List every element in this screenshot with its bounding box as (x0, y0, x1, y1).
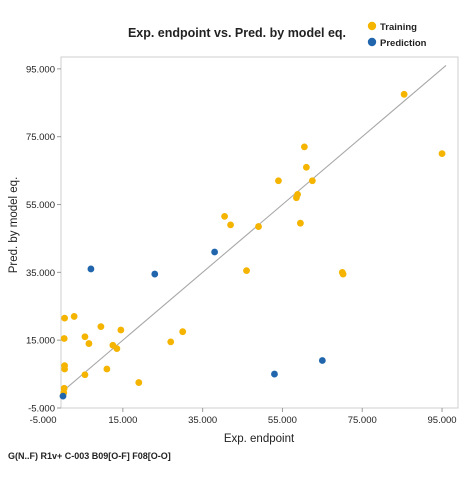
x-axis-label: Exp. endpoint (224, 433, 295, 445)
training-point (275, 177, 282, 185)
training-point (81, 371, 89, 379)
training-point (255, 223, 262, 230)
y-tick-label: 55.000 (26, 200, 55, 211)
legend-swatch-training (367, 21, 377, 31)
data-points (59, 90, 446, 400)
training-point (339, 270, 347, 278)
model-descriptor-caption: G(N..F) R1v+ C-003 B09[O-F] F08[O-O] (8, 451, 171, 461)
training-point (296, 219, 304, 227)
training-point (300, 143, 308, 151)
training-point (60, 384, 68, 392)
training-point (61, 314, 68, 322)
plot-area-frame (60, 56, 459, 409)
training-point (243, 267, 250, 275)
y-tick-label: 15.000 (26, 336, 55, 347)
x-tick-label: -5.000 (30, 415, 57, 426)
prediction-point (87, 265, 95, 273)
x-tick-label: 95.000 (428, 415, 457, 426)
legend-label-prediction: Prediction (380, 38, 427, 49)
chart-title: Exp. endpoint vs. Pred. by model eq. (128, 26, 346, 40)
training-point (81, 333, 89, 341)
x-tick-label: 75.000 (348, 415, 377, 426)
training-point (117, 326, 125, 334)
training-point (97, 323, 105, 331)
training-point (61, 362, 68, 370)
legend: Training Prediction (367, 21, 427, 49)
training-point (85, 340, 93, 347)
training-point (294, 190, 302, 198)
y-axis-label: Pred. by model eq. (8, 177, 20, 274)
training-point (179, 328, 187, 336)
training-point (113, 345, 121, 353)
legend-label-training: Training (380, 22, 417, 33)
training-point (302, 163, 310, 171)
prediction-point (59, 392, 67, 400)
training-point (135, 379, 143, 386)
training-point (60, 335, 68, 342)
prediction-point (271, 370, 278, 378)
prediction-point (318, 357, 326, 364)
training-point (308, 177, 316, 185)
x-tick-label: 15.000 (108, 415, 137, 426)
training-point (70, 313, 78, 320)
prediction-point (151, 270, 159, 278)
y-tick-label: -5.000 (28, 404, 55, 415)
training-point (103, 365, 111, 373)
x-tick-label: 55.000 (268, 415, 297, 426)
training-point (221, 212, 228, 220)
legend-swatch-prediction (367, 37, 377, 47)
training-point (400, 90, 408, 98)
axis-ticks: -5.000 15.000 35.000 55.000 75.000 95.000 -5.0… (26, 64, 457, 426)
training-point (438, 150, 446, 158)
y-tick-label: 75.000 (26, 132, 55, 143)
x-tick-label: 35.000 (188, 415, 217, 426)
training-point (167, 338, 175, 346)
y-tick-label: 95.000 (26, 64, 55, 75)
identity-line (62, 65, 447, 392)
training-point (227, 221, 234, 229)
prediction-point (211, 248, 219, 256)
y-tick-label: 35.000 (26, 268, 55, 279)
